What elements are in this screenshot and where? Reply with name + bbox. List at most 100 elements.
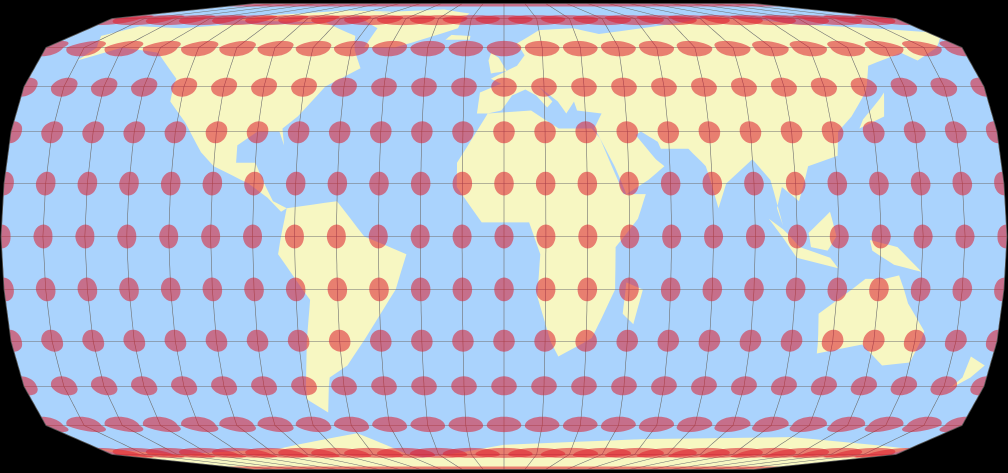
tissot-indicatrix (535, 171, 556, 196)
tissot-indicatrix (287, 329, 310, 352)
tissot-indicatrix (142, 416, 181, 433)
tissot-indicatrix (243, 224, 262, 249)
tissot-indicatrix (676, 416, 713, 433)
tissot-indicatrix (327, 277, 348, 302)
tissot-indicatrix (869, 171, 889, 196)
tissot-indicatrix (452, 171, 473, 196)
tissot-indicatrix (82, 121, 105, 144)
tissot-indicatrix (371, 77, 397, 97)
tissot-indicatrix (789, 40, 827, 57)
tissot-indicatrix (219, 416, 256, 433)
tissot-indicatrix (910, 171, 931, 196)
tissot-indicatrix-pole (225, 466, 783, 470)
tissot-indicatrix (411, 376, 437, 396)
tissot-indicatrix (50, 376, 78, 396)
tissot-indicatrix (334, 416, 370, 433)
tissot-indicatrix (448, 40, 484, 57)
tissot-indicatrix (821, 121, 844, 144)
landmass-australia (816, 275, 925, 366)
tissot-indicatrix (662, 224, 682, 249)
tissot-indicatrix (787, 224, 807, 249)
tissot-indicatrix (600, 40, 636, 57)
tissot-indicatrix (494, 277, 514, 302)
tissot-indicatrix (202, 171, 223, 196)
tissot-indicatrix (534, 121, 556, 144)
tissot-indicatrix (211, 77, 238, 97)
tissot-indicatrix (902, 40, 942, 57)
tissot-indicatrix (66, 416, 106, 433)
tissot-indicatrix (780, 121, 803, 144)
tissot-indicatrix (119, 171, 139, 196)
tissot-indicatrix (331, 77, 357, 97)
tissot-indicatrix (494, 171, 514, 196)
tissot-indicatrix (620, 224, 640, 249)
tissot-indicatrix (410, 277, 431, 302)
tissot-indicatrix (571, 376, 597, 396)
tissot-indicatrix (744, 277, 764, 302)
tissot-indicatrix (890, 77, 918, 97)
tissot-indicatrix (827, 416, 866, 433)
tissot-indicatrix (493, 329, 515, 352)
tissot-indicatrix (910, 277, 931, 302)
tissot-indicatrix (131, 376, 158, 396)
tissot-indicatrix (691, 376, 717, 396)
tissot-indicatrix (219, 40, 256, 57)
landmass-uk (488, 52, 507, 74)
tissot-indicatrix (117, 224, 137, 249)
tissot-indicatrix (257, 40, 294, 57)
tissot-indicatrix (246, 121, 269, 144)
tissot-indicatrix (651, 77, 677, 97)
tissot-indicatrix (780, 329, 803, 352)
tissot-indicatrix (944, 329, 967, 352)
tissot-indicatrix (35, 171, 56, 196)
tissot-indicatrix (702, 171, 723, 196)
tissot-indicatrix (205, 121, 228, 144)
tissot-indicatrix (244, 171, 264, 196)
tissot-indicatrix (90, 376, 118, 396)
tissot-indicatrix (164, 329, 187, 352)
tissot-indicatrix (119, 277, 139, 302)
tissot-indicatrix (77, 277, 98, 302)
tissot-indicatrix (698, 121, 721, 144)
tissot-indicatrix (524, 416, 560, 433)
tissot-indicatrix (752, 40, 789, 57)
tissot-indicatrix (486, 40, 522, 57)
tissot-indicatrix (739, 121, 762, 144)
tissot-indicatrix (171, 77, 198, 97)
tissot-indicatrix (370, 329, 392, 352)
tissot-indicatrix (50, 77, 78, 97)
tissot-indicatrix (123, 121, 146, 144)
tissot-indicatrix (944, 121, 967, 144)
tissot-indicatrix (244, 277, 264, 302)
tissot-indicatrix (451, 77, 477, 97)
tissot-indicatrix (35, 277, 56, 302)
tissot-indicatrix (660, 171, 681, 196)
tissot-indicatrix (41, 329, 64, 352)
tissot-indicatrix (829, 224, 849, 249)
tissot-indicatrix (704, 224, 724, 249)
tissot-indicatrix (770, 376, 797, 396)
tissot-indicatrix (744, 171, 764, 196)
tissot-indicatrix (493, 121, 515, 144)
tissot-indicatrix (410, 171, 431, 196)
tissot-indicatrix (930, 376, 958, 396)
tissot-indicatrix (410, 40, 445, 57)
tissot-indicatrix (410, 224, 430, 249)
tissot-indicatrix (411, 329, 433, 352)
tissot-indicatrix (452, 277, 473, 302)
tissot-indicatrix (181, 416, 219, 433)
tissot-indicatrix (770, 77, 797, 97)
tissot-indicatrix (638, 40, 674, 57)
tissot-indicatrix (577, 171, 598, 196)
tissot-indicatrix (328, 329, 351, 352)
tissot-indicatrix-pole (225, 3, 783, 7)
tissot-indicatrix (890, 376, 918, 396)
tissot-indicatrix (202, 277, 223, 302)
tissot-indicatrix (257, 416, 294, 433)
tissot-indicatrix (714, 416, 751, 433)
tissot-indicatrix (714, 40, 751, 57)
tissot-indicatrix (82, 329, 105, 352)
tissot-indicatrix (41, 121, 64, 144)
tissot-indicatrix (731, 376, 757, 396)
tissot-indicatrix (657, 121, 680, 144)
